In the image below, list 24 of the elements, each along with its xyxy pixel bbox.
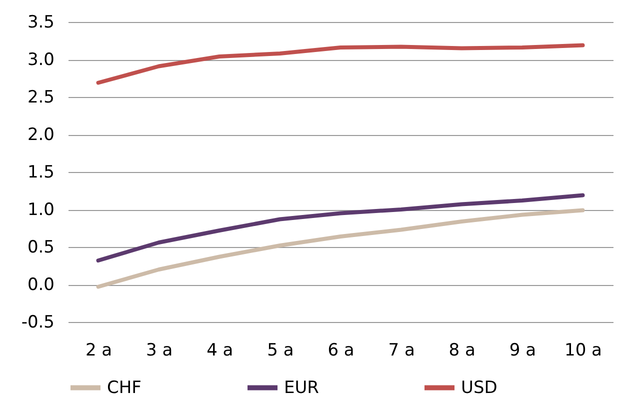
x-tick-label: 7 a — [388, 340, 415, 360]
y-tick-label: 0.5 — [27, 238, 54, 258]
x-tick-label: 10 a — [564, 340, 602, 360]
legend-label: USD — [461, 378, 498, 398]
y-tick-label: 0.0 — [27, 275, 54, 295]
y-tick-label: 1.0 — [27, 200, 54, 220]
y-tick-label: 2.5 — [27, 88, 54, 108]
x-tick-label: 8 a — [448, 340, 476, 360]
line-series — [96, 193, 585, 262]
y-tick-label: 3.0 — [27, 50, 54, 70]
x-tick-label: 4 a — [206, 340, 234, 360]
y-tick-label: 3.5 — [27, 12, 54, 32]
x-tick-label: 6 a — [328, 340, 354, 360]
x-tick-label: 5 a — [267, 340, 294, 360]
y-tick-label: -0.5 — [21, 312, 54, 332]
x-tick-label: 9 a — [509, 340, 536, 360]
x-tick-label: 3 a — [146, 340, 173, 360]
line-series — [96, 208, 585, 289]
y-tick-label: 2.0 — [27, 125, 54, 145]
x-tick-label: 2 a — [85, 340, 112, 360]
legend-label: EUR — [284, 378, 320, 398]
legend-label: CHF — [107, 378, 142, 398]
line-series — [96, 43, 585, 85]
y-tick-label: 1.5 — [27, 162, 54, 182]
